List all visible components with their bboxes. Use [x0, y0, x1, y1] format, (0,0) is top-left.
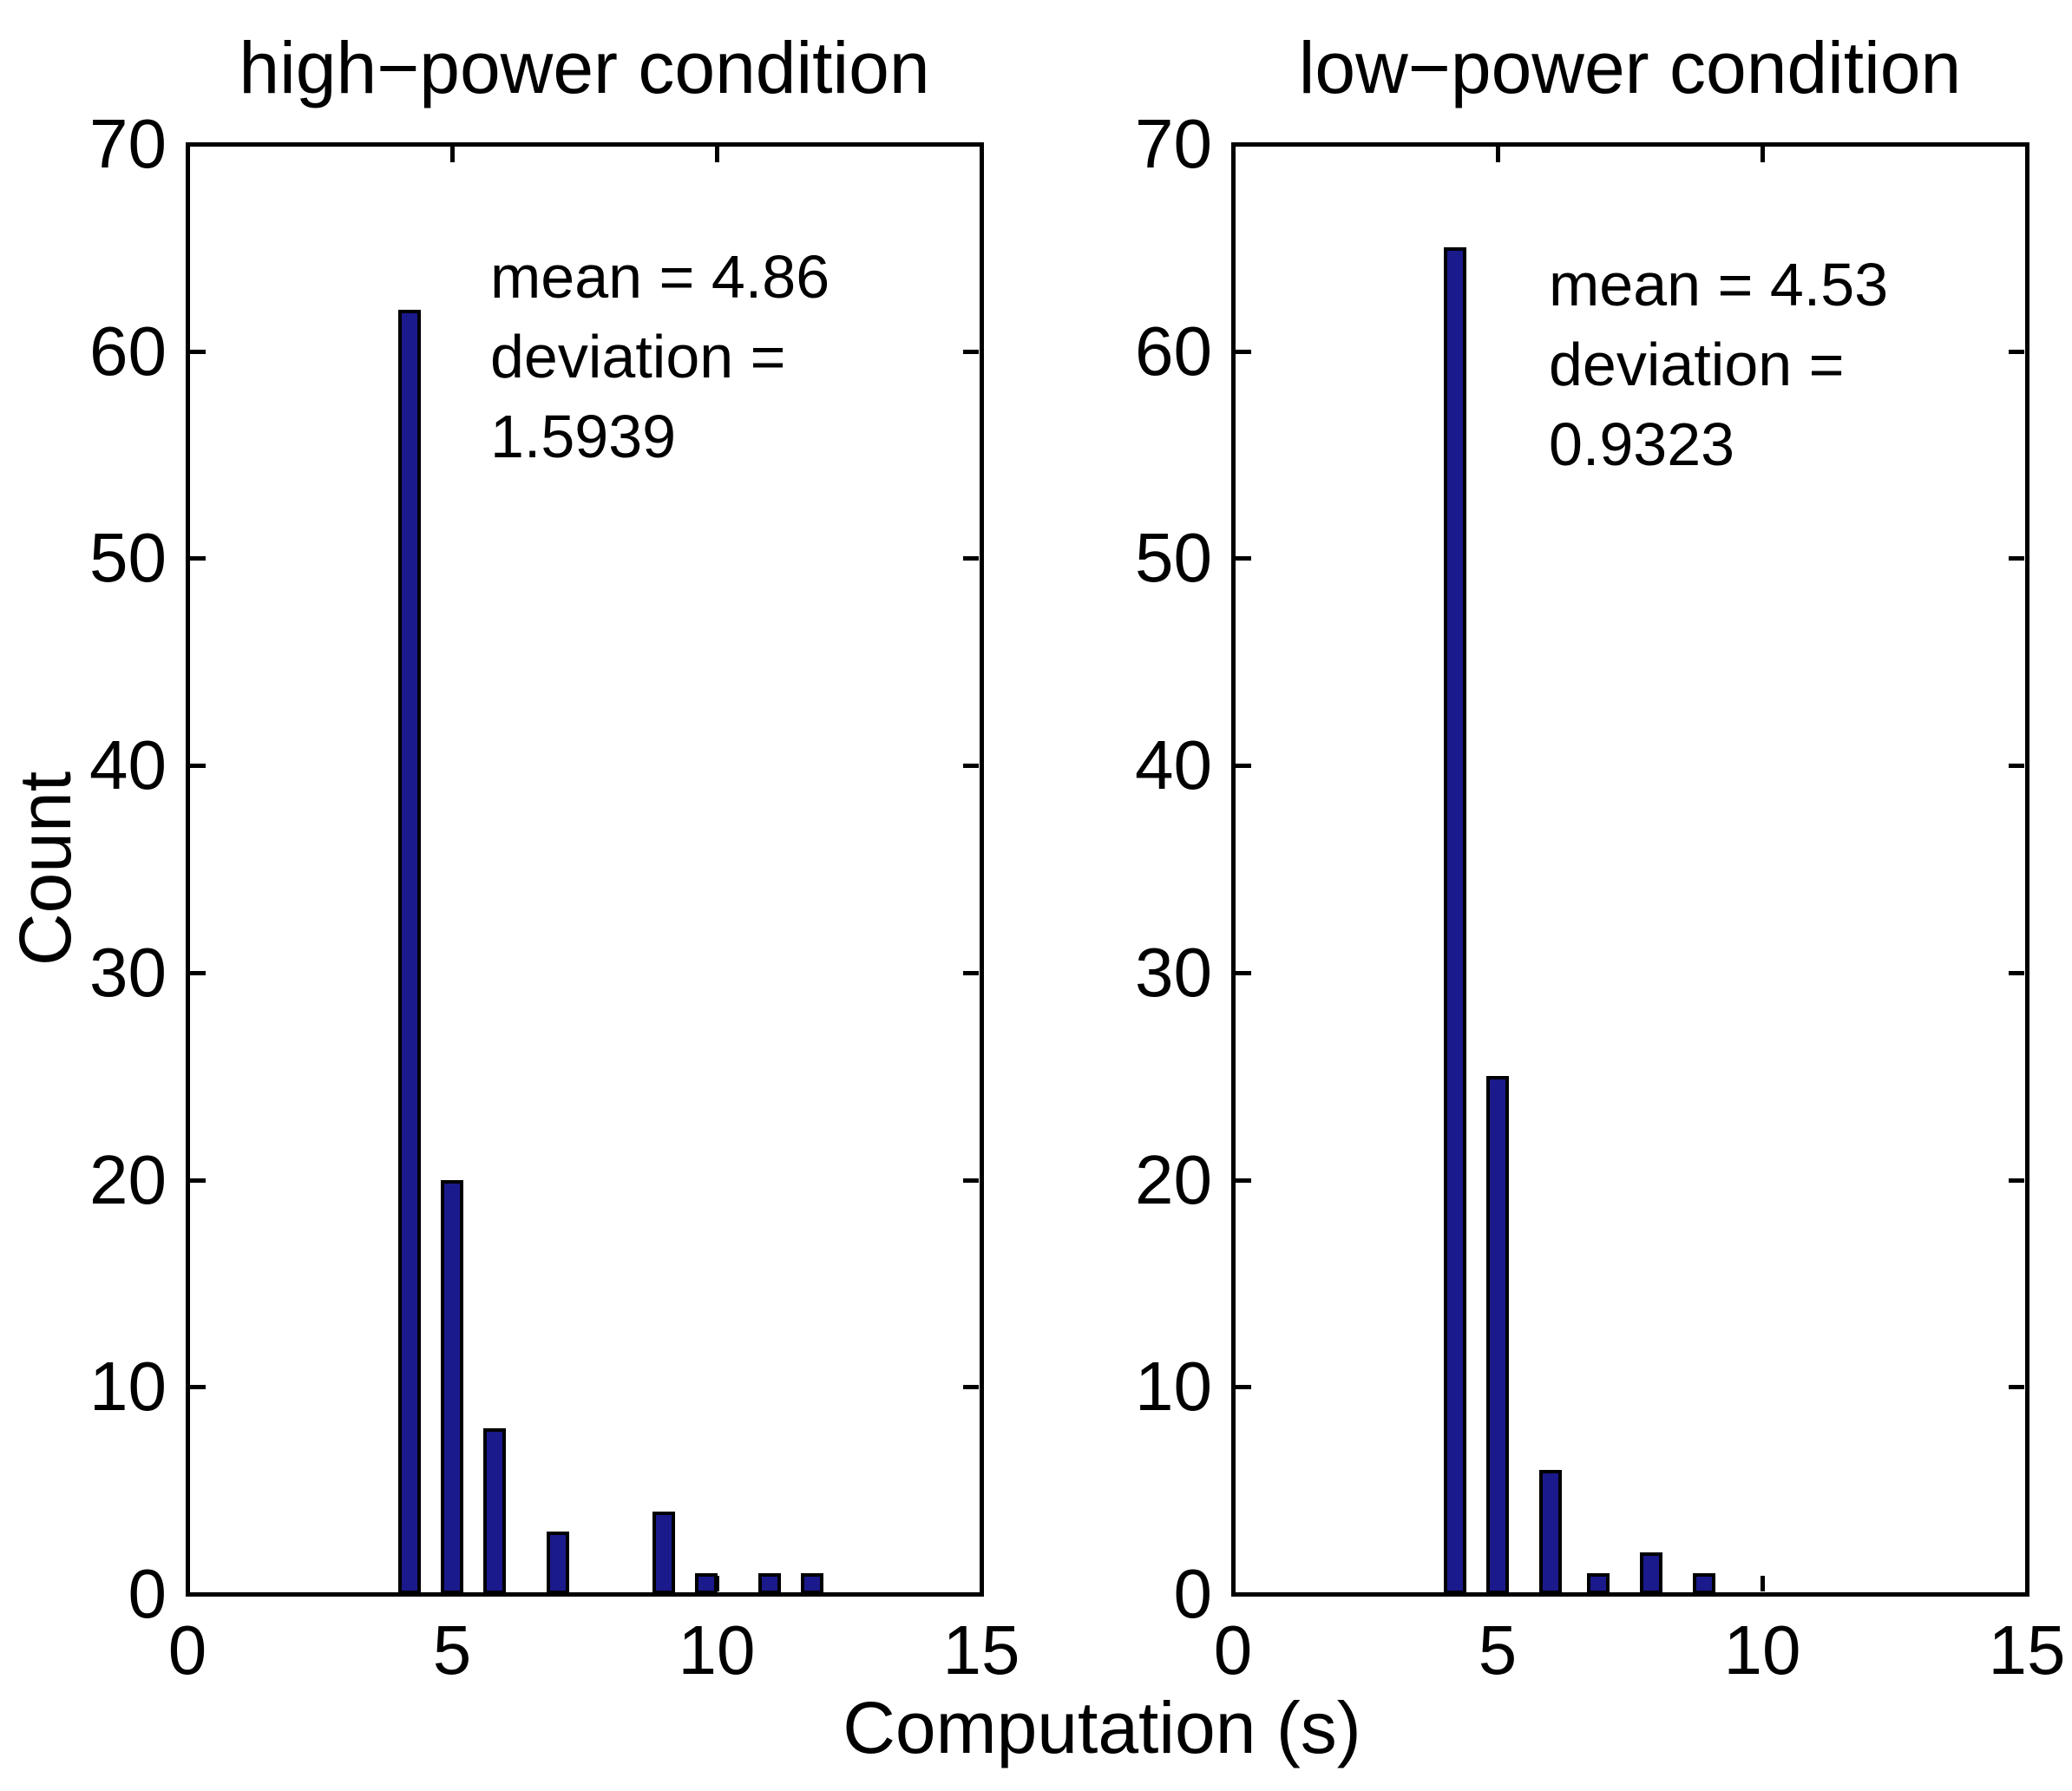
y-tick-mark — [1236, 1385, 1251, 1390]
y-tick-mark-right — [963, 556, 979, 561]
x-tick-label: 0 — [167, 1611, 207, 1689]
y-tick-mark-right — [963, 349, 979, 354]
y-tick-mark — [1236, 556, 1251, 561]
y-tick-mark — [190, 764, 206, 769]
x-tick-label: 5 — [432, 1611, 472, 1689]
histogram-bar — [482, 1428, 506, 1594]
y-tick-label: 10 — [1135, 1348, 1212, 1426]
x-tick-mark-top — [715, 147, 719, 162]
annotation-line: mean = 4.53 — [1549, 251, 1889, 318]
histogram-bar — [1444, 247, 1466, 1594]
y-tick-mark-right — [963, 1385, 979, 1390]
y-tick-label: 60 — [89, 312, 167, 390]
y-tick-label: 0 — [128, 1555, 167, 1632]
x-tick-mark — [1231, 1576, 1236, 1591]
y-tick-mark-right — [963, 970, 979, 975]
subplot-title: low−power condition — [1298, 27, 1962, 108]
annotation-line: deviation = — [490, 323, 786, 390]
histogram-bar — [1539, 1469, 1562, 1594]
y-tick-label: 20 — [1135, 1140, 1212, 1218]
x-tick-label: 0 — [1213, 1611, 1253, 1689]
y-tick-label: 30 — [89, 933, 167, 1011]
y-tick-mark — [1236, 1178, 1251, 1183]
y-tick-mark — [190, 1592, 206, 1597]
y-tick-mark — [190, 556, 206, 561]
y-tick-label: 10 — [89, 1348, 167, 1426]
x-tick-mark-top — [186, 147, 190, 162]
x-tick-label: 15 — [942, 1611, 1020, 1689]
y-axis-label: Count — [4, 771, 86, 967]
stats-annotation: mean = 4.53 deviation = 0.9323 — [1549, 245, 1888, 484]
histogram-bar — [1486, 1076, 1509, 1594]
y-tick-mark — [190, 1178, 206, 1183]
x-tick-mark — [2025, 1576, 2029, 1591]
x-tick-mark-top — [1496, 147, 1500, 162]
y-tick-label: 70 — [89, 105, 167, 182]
y-tick-mark — [1236, 142, 1251, 147]
histogram-bar — [800, 1573, 823, 1594]
axes-box — [186, 142, 984, 1597]
y-tick-label: 50 — [89, 519, 167, 597]
x-tick-mark-top — [1761, 147, 1765, 162]
stats-annotation: mean = 4.86 deviation = 1.5939 — [490, 237, 829, 476]
histogram-bar — [547, 1532, 569, 1594]
histogram-bar — [1587, 1573, 1610, 1594]
x-tick-mark-top — [2025, 147, 2029, 162]
y-tick-label: 40 — [89, 726, 167, 804]
y-tick-mark — [1236, 349, 1251, 354]
annotation-line: 0.9323 — [1549, 410, 1735, 478]
annotation-line: mean = 4.86 — [490, 243, 830, 311]
y-tick-label: 60 — [1135, 312, 1212, 390]
y-tick-mark — [190, 142, 206, 147]
y-tick-mark — [190, 1385, 206, 1390]
x-tick-mark — [186, 1576, 190, 1591]
histogram-bar — [1640, 1552, 1662, 1594]
y-tick-mark-right — [2009, 1385, 2024, 1390]
y-tick-mark — [1236, 970, 1251, 975]
y-tick-mark-right — [963, 1592, 979, 1597]
x-tick-mark-top — [1231, 147, 1236, 162]
histogram-bar — [652, 1511, 675, 1594]
y-tick-mark — [1236, 1592, 1251, 1597]
y-tick-mark-right — [2009, 142, 2024, 147]
y-tick-label: 40 — [1135, 726, 1212, 804]
y-tick-mark-right — [2009, 970, 2024, 975]
y-tick-label: 70 — [1135, 105, 1212, 182]
y-tick-label: 50 — [1135, 519, 1212, 597]
x-tick-mark-top — [450, 147, 455, 162]
histogram-bar — [758, 1573, 781, 1594]
x-axis-label: Computation (s) — [843, 1687, 1361, 1768]
histogram-bar — [694, 1573, 718, 1594]
y-tick-label: 30 — [1135, 933, 1212, 1011]
annotation-line: deviation = — [1549, 331, 1845, 398]
y-tick-mark-right — [963, 142, 979, 147]
y-tick-mark — [1236, 764, 1251, 769]
y-tick-mark-right — [963, 764, 979, 769]
histogram-bar — [441, 1179, 463, 1594]
subplot-title: high−power condition — [239, 27, 930, 108]
x-tick-mark-top — [980, 147, 984, 162]
x-tick-label: 10 — [1723, 1611, 1801, 1689]
x-tick-mark — [980, 1576, 984, 1591]
y-tick-mark — [190, 970, 206, 975]
annotation-line: 1.5939 — [490, 403, 677, 470]
y-tick-label: 20 — [89, 1140, 167, 1218]
x-tick-label: 10 — [678, 1611, 756, 1689]
histogram-bar — [1693, 1573, 1715, 1594]
x-tick-label: 5 — [1478, 1611, 1518, 1689]
y-tick-mark-right — [2009, 1178, 2024, 1183]
y-tick-mark-right — [2009, 1592, 2024, 1597]
axes-box — [1231, 142, 2029, 1597]
x-tick-mark — [1761, 1576, 1765, 1591]
histogram-bar — [398, 309, 421, 1594]
y-tick-mark — [190, 349, 206, 354]
y-tick-mark-right — [2009, 764, 2024, 769]
y-tick-mark-right — [2009, 556, 2024, 561]
x-tick-label: 15 — [1988, 1611, 2066, 1689]
y-tick-mark-right — [2009, 349, 2024, 354]
y-tick-label: 0 — [1173, 1555, 1213, 1632]
y-tick-mark-right — [963, 1178, 979, 1183]
